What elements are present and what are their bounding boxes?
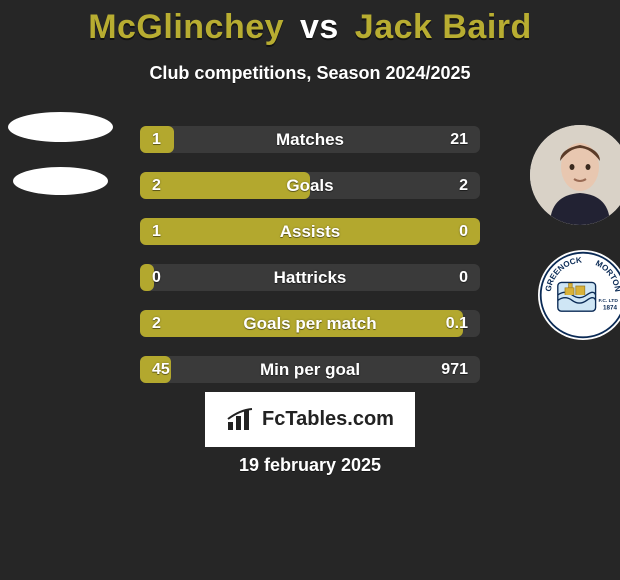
title-player2: Jack Baird	[355, 8, 532, 46]
stat-value-left: 1	[152, 218, 161, 245]
club-crest-icon: GREENOCK MORTON F.C. LTD 1874	[538, 250, 620, 340]
stat-value-right: 0	[459, 218, 468, 245]
stat-value-left: 45	[152, 356, 170, 383]
stat-label: Assists	[140, 218, 480, 245]
stat-label: Matches	[140, 126, 480, 153]
stats-bars: Matches121Goals22Assists10Hattricks00Goa…	[140, 126, 480, 402]
stat-value-right: 2	[459, 172, 468, 199]
title-vs: vs	[294, 8, 345, 46]
stat-row: Goals2 2	[140, 172, 480, 199]
stat-value-left: 2	[152, 310, 161, 337]
stat-label: Goals per match	[140, 310, 480, 337]
stat-value-right: 21	[450, 126, 468, 153]
stat-label: Goals	[140, 172, 480, 199]
person-icon	[530, 125, 620, 225]
title-player1: McGlinchey	[88, 8, 284, 46]
stat-value-right: 0.1	[446, 310, 468, 337]
stat-row: Goals per match2 0.1	[140, 310, 480, 337]
stat-row: Assists1 0	[140, 218, 480, 245]
player1-column	[8, 112, 113, 195]
stat-row: Hattricks0 0	[140, 264, 480, 291]
stat-value-left: 0	[152, 264, 161, 291]
stat-label: Hattricks	[140, 264, 480, 291]
brand-logo-icon	[226, 408, 256, 432]
player2-crest: GREENOCK MORTON F.C. LTD 1874	[538, 250, 620, 340]
player2-column: GREENOCK MORTON F.C. LTD 1874	[530, 125, 620, 340]
subtitle: Club competitions, Season 2024/2025	[0, 63, 620, 84]
stat-value-left: 2	[152, 172, 161, 199]
player2-avatar	[530, 125, 620, 225]
svg-text:1874: 1874	[602, 304, 617, 311]
date-text: 19 february 2025	[0, 455, 620, 476]
brand-box: FcTables.com	[205, 392, 415, 447]
stat-label: Min per goal	[140, 356, 480, 383]
stat-value-right: 971	[441, 356, 468, 383]
player1-avatar-placeholder	[8, 112, 113, 142]
brand-text: FcTables.com	[262, 408, 394, 431]
stat-value-right: 0	[459, 264, 468, 291]
page-title: McGlinchey vs Jack Baird	[0, 0, 620, 47]
svg-text:F.C. LTD: F.C. LTD	[598, 298, 618, 304]
comparison-infographic: McGlinchey vs Jack Baird Club competitio…	[0, 0, 620, 580]
player1-crest-placeholder	[13, 167, 108, 195]
stat-row: Min per goal45 971	[140, 356, 480, 383]
stat-value-left: 1	[152, 126, 161, 153]
stat-row: Matches1 21	[140, 126, 480, 153]
